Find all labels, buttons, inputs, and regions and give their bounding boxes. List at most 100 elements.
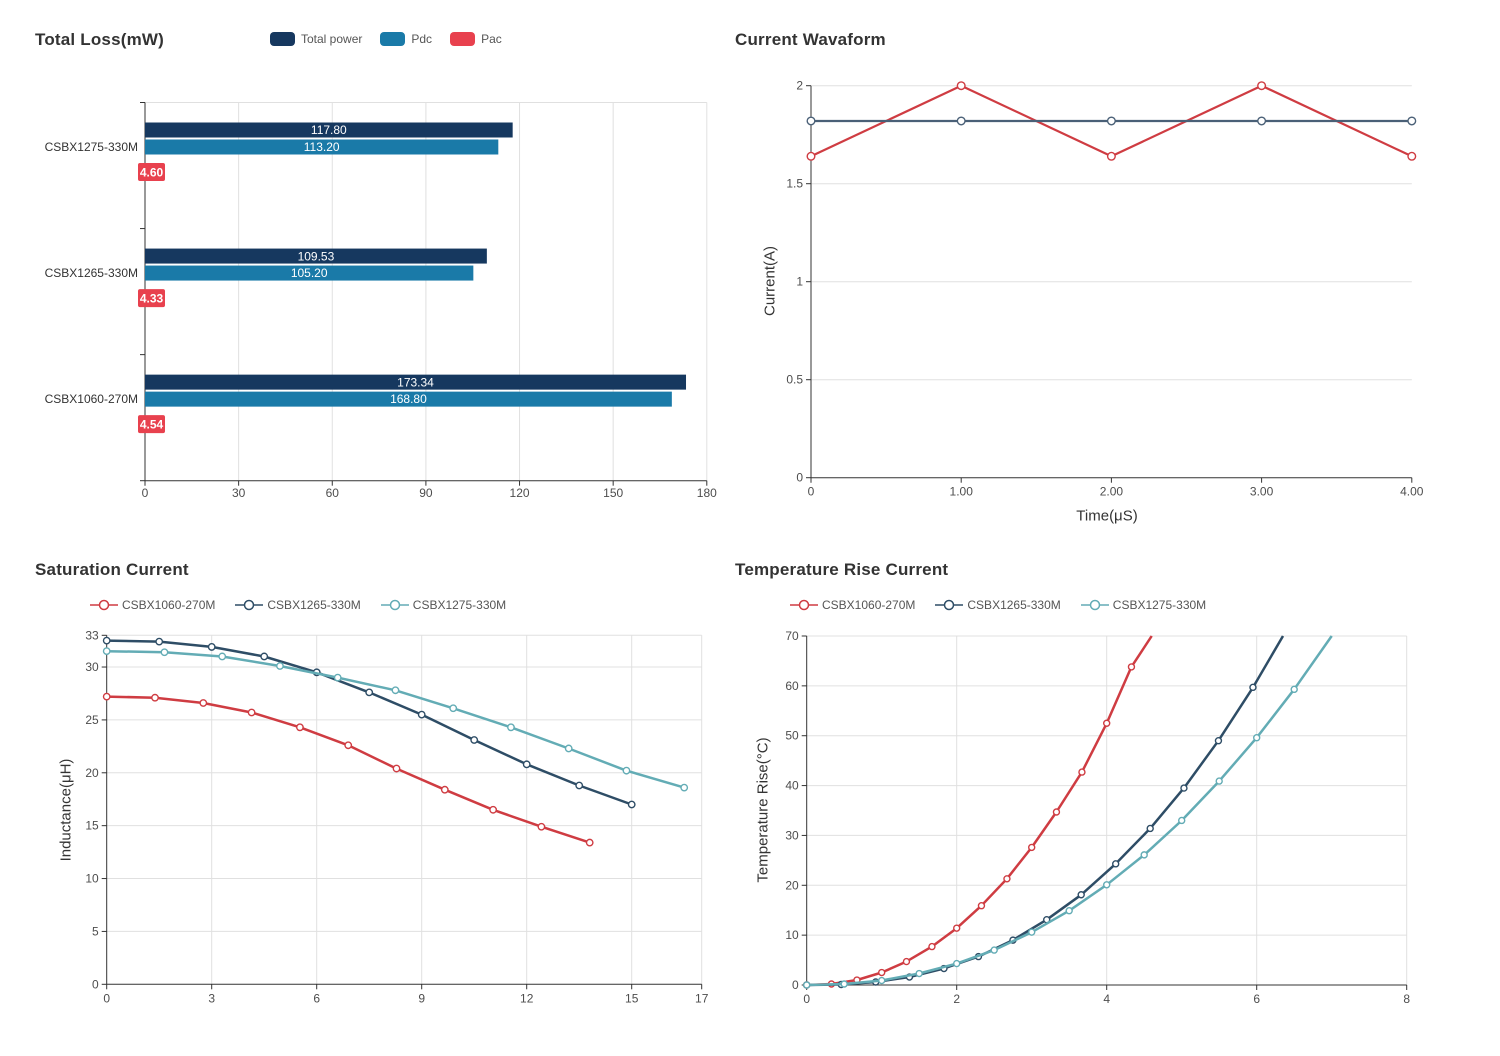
data-point-marker: [102, 692, 111, 701]
data-point-marker: [102, 636, 111, 645]
bar-pdc: [145, 391, 672, 407]
legend-item-total-power[interactable]: Total power: [270, 32, 362, 46]
data-point-marker: [952, 924, 961, 932]
legend-item-csbx1060-270m[interactable]: CSBX1060-270M: [90, 598, 215, 612]
tick-label: 12: [520, 991, 534, 1005]
tick-label: 33: [85, 628, 99, 642]
data-point-marker: [806, 116, 816, 126]
tick-label: 0: [142, 486, 149, 500]
tick-label: 2: [796, 79, 803, 93]
series: [802, 635, 1333, 989]
data-point-marker: [417, 710, 426, 719]
data-point-marker: [440, 785, 449, 794]
bar-pac-label-pill: [138, 415, 165, 434]
data-point-marker: [391, 686, 400, 695]
tick-label: 60: [326, 486, 340, 500]
legend-line-marker-icon: [790, 599, 818, 611]
gridlines: [106, 634, 703, 985]
bar-pac-label-pill: [138, 163, 165, 181]
series-line: [806, 635, 1285, 987]
value-label: 173.34: [397, 375, 434, 389]
tick-label: 50: [785, 729, 799, 743]
tick-label: 3: [208, 991, 215, 1005]
total-loss-title: Total Loss(mW): [35, 30, 165, 49]
legend-item-label: CSBX1060-270M: [122, 598, 216, 612]
data-point-marker: [1249, 683, 1257, 692]
data-point-marker: [507, 723, 515, 732]
tick-label: 2: [953, 992, 960, 1006]
legend-item-label: CSBX1265-330M: [267, 598, 361, 612]
data-point-marker: [1146, 824, 1154, 833]
data-point-marker: [564, 744, 573, 753]
data-point-marker: [990, 946, 998, 954]
tick-label: 70: [785, 629, 799, 643]
current-waveform-plot: 0 1.00 2.00 3.00 4.00 0 0.5 1 1.5 2: [786, 79, 1423, 499]
legend-item-csbx1275-330m[interactable]: CSBX1275-330M: [1080, 598, 1206, 612]
legend-item-label: CSBX1265-330M: [967, 598, 1061, 612]
bar-pac-label-pill: [138, 289, 165, 308]
saturation-legend: CSBX1060-270M CSBX1265-330M CSBX1275-330M: [90, 598, 506, 612]
temperature-rise-title: Temperature Rise Current: [735, 560, 949, 579]
category-label: CSBX1265-330M: [45, 266, 138, 280]
axes: [101, 634, 703, 990]
axes: [801, 635, 1408, 990]
saturation-current-title: Saturation Current: [35, 560, 189, 579]
value-label: 4.33: [140, 291, 164, 305]
saturation-current-plot: 0 3 6 9 12 15 17 0 5 10 15 20 25 30 33: [85, 628, 708, 1005]
legend-item-csbx1265-330m[interactable]: CSBX1265-330M: [935, 598, 1061, 612]
data-point-marker: [276, 662, 284, 670]
data-point-marker: [622, 766, 631, 775]
data-point-marker: [902, 957, 911, 966]
legend-item-csbx1265-330m[interactable]: CSBX1265-330M: [235, 598, 361, 612]
data-point-marker: [218, 652, 227, 661]
data-point-marker: [344, 741, 353, 750]
data-point-marker: [1028, 843, 1036, 852]
value-label: 4.60: [140, 165, 164, 179]
data-point-marker: [840, 980, 848, 988]
series-line: [106, 639, 633, 806]
data-point-marker: [1003, 875, 1011, 883]
legend-item-label: Pac: [481, 32, 502, 46]
tick-label: 8: [1403, 992, 1410, 1006]
value-label: 168.80: [390, 392, 427, 406]
tick-label: 120: [510, 486, 530, 500]
time-axis-label: Time(μS): [1076, 507, 1138, 525]
tick-label: 40: [785, 779, 799, 793]
tick-label: 0: [103, 991, 110, 1005]
series-line: [806, 635, 1153, 987]
tick-label: 30: [785, 828, 799, 842]
data-point-marker: [802, 981, 811, 989]
current-waveform-chart-card: Current Wavaform 0 1.00 2.00 3.00 4.00 0 0.5 1 1…: [735, 18, 1445, 533]
tick-label: 10: [785, 928, 799, 942]
legend-item-label: CSBX1060-270M: [822, 598, 916, 612]
data-point-marker: [1106, 151, 1116, 161]
data-point-marker: [199, 699, 208, 707]
tick-label: 0: [792, 978, 799, 992]
legend-item-pac[interactable]: Pac: [450, 32, 502, 46]
bar-total-power: [145, 248, 487, 264]
gridlines: [806, 635, 1408, 985]
tick-label: 4: [1103, 992, 1110, 1006]
data-point-marker: [392, 764, 401, 773]
tick-label: 1.00: [950, 485, 974, 499]
data-point-marker: [102, 647, 111, 656]
data-point-marker: [1112, 860, 1120, 868]
tick-label: 6: [313, 991, 320, 1005]
legend-item-csbx1275-330m[interactable]: CSBX1275-330M: [380, 598, 506, 612]
data-point-marker: [522, 760, 531, 769]
legend-item-pdc[interactable]: Pdc: [380, 32, 432, 46]
data-point-marker: [207, 643, 216, 651]
data-point-marker: [806, 151, 816, 161]
legend-line-marker-icon: [1080, 599, 1109, 611]
tick-label: 20: [85, 766, 99, 780]
data-point-marker: [489, 805, 497, 814]
saturation-current-chart-card: Saturation Current CSBX1060-270M CSBX1265…: [35, 548, 725, 1048]
legend-item-label: Pdc: [411, 32, 433, 46]
current-axis-label: Current(A): [761, 245, 779, 317]
legend-item-csbx1060-270m[interactable]: CSBX1060-270M: [790, 598, 915, 612]
value-label: 109.53: [298, 249, 335, 263]
tick-label: 30: [232, 486, 246, 500]
tick-label: 15: [85, 819, 99, 833]
tick-label: 1.5: [786, 177, 803, 191]
data-point-marker: [680, 783, 689, 792]
